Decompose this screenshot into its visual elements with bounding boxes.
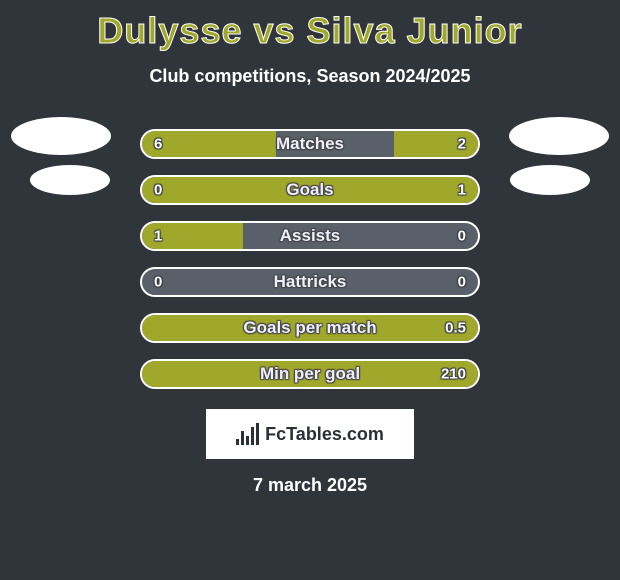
value-right: 0: [458, 274, 466, 291]
stat-bar: 0 0 Hattricks: [140, 267, 480, 297]
value-left: 1: [154, 228, 162, 245]
stat-bar: 0 1 Goals: [140, 175, 480, 205]
bar-fill-right: [202, 177, 478, 203]
stat-bar: 1 0 Assists: [140, 221, 480, 251]
value-right: 2: [458, 136, 466, 153]
avatar-right-2: [510, 165, 590, 195]
value-right: 1: [458, 182, 466, 199]
avatar-right: [509, 117, 609, 155]
stat-row: 1 0 Assists: [0, 213, 620, 259]
comparison-chart: 6 2 Matches 0 1 Goals 1 0 Assists 0 0 Hattricks 0.5 G…: [0, 121, 620, 397]
stat-label: Goals per match: [243, 318, 376, 338]
stat-row: 210 Min per goal: [0, 351, 620, 397]
stat-label: Hattricks: [274, 272, 347, 292]
value-left: 0: [154, 182, 162, 199]
stat-bar: 210 Min per goal: [140, 359, 480, 389]
stat-label: Goals: [286, 180, 333, 200]
date-label: 7 march 2025: [0, 475, 620, 496]
stat-label: Min per goal: [260, 364, 360, 384]
logo-badge: FcTables.com: [206, 409, 414, 459]
value-right: 210: [441, 366, 466, 383]
stat-bar: 0.5 Goals per match: [140, 313, 480, 343]
stat-label: Assists: [280, 226, 340, 246]
value-right: 0.5: [445, 320, 466, 337]
stat-bar: 6 2 Matches: [140, 129, 480, 159]
bars-icon: [236, 423, 259, 445]
stat-row: 0.5 Goals per match: [0, 305, 620, 351]
bar-fill-left: [142, 177, 202, 203]
value-left: 0: [154, 274, 162, 291]
stat-row: 0 1 Goals: [0, 167, 620, 213]
stat-row: 0 0 Hattricks: [0, 259, 620, 305]
avatar-left: [11, 117, 111, 155]
subtitle: Club competitions, Season 2024/2025: [0, 66, 620, 87]
page-title: Dulysse vs Silva Junior: [0, 0, 620, 52]
logo-text: FcTables.com: [265, 424, 384, 445]
avatar-left-2: [30, 165, 110, 195]
stat-label: Matches: [276, 134, 344, 154]
value-right: 0: [458, 228, 466, 245]
stat-row: 6 2 Matches: [0, 121, 620, 167]
value-left: 6: [154, 136, 162, 153]
